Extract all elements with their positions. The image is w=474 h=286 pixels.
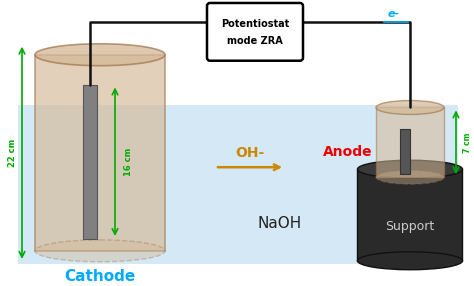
Text: Support: Support xyxy=(385,221,435,233)
FancyBboxPatch shape xyxy=(400,129,410,174)
Text: Cathode: Cathode xyxy=(64,269,136,284)
Text: 22 cm: 22 cm xyxy=(8,139,17,167)
FancyBboxPatch shape xyxy=(18,104,458,264)
Ellipse shape xyxy=(376,170,444,184)
Text: Potentiostat: Potentiostat xyxy=(221,19,289,29)
FancyBboxPatch shape xyxy=(35,55,165,251)
FancyBboxPatch shape xyxy=(376,108,444,177)
Ellipse shape xyxy=(376,100,444,114)
FancyBboxPatch shape xyxy=(207,3,303,61)
FancyBboxPatch shape xyxy=(357,169,463,261)
Text: mode ZRA: mode ZRA xyxy=(227,36,283,46)
Ellipse shape xyxy=(35,240,165,262)
Ellipse shape xyxy=(357,160,463,178)
Text: e-: e- xyxy=(388,9,400,19)
FancyBboxPatch shape xyxy=(83,85,97,239)
Text: OH-: OH- xyxy=(236,146,264,160)
Text: NaOH: NaOH xyxy=(258,217,302,231)
Ellipse shape xyxy=(35,44,165,66)
Text: 16 cm: 16 cm xyxy=(125,148,134,176)
Text: 7 cm: 7 cm xyxy=(464,132,473,152)
Text: Anode: Anode xyxy=(323,145,373,159)
Ellipse shape xyxy=(357,252,463,270)
